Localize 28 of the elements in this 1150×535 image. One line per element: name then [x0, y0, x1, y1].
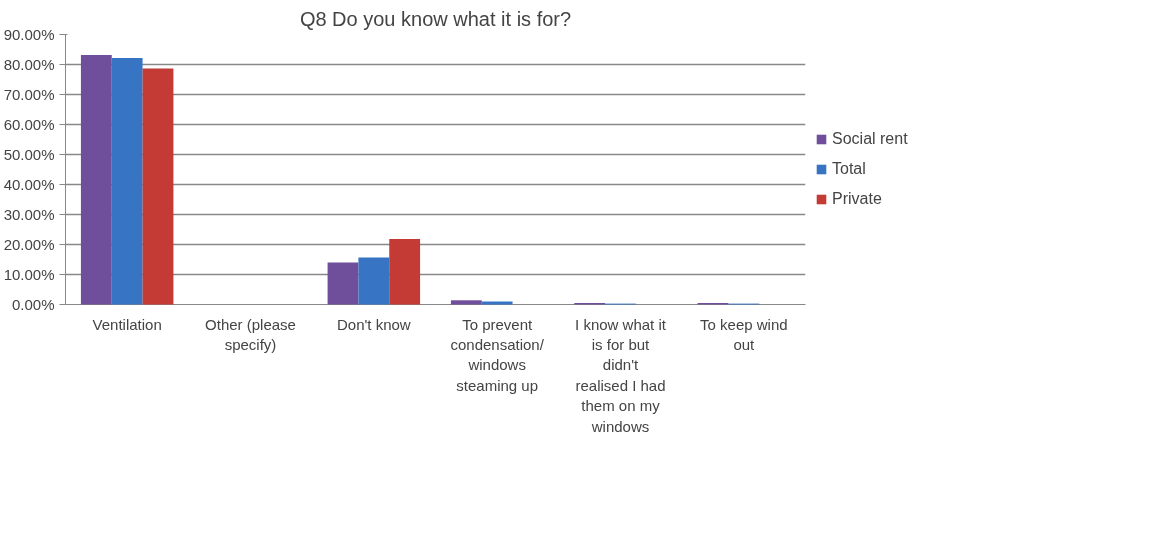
y-tick-label: 20.00% — [3, 236, 55, 253]
bar — [327, 262, 359, 305]
y-tick-label: 50.00% — [3, 146, 55, 163]
y-tick-label: 30.00% — [3, 206, 55, 223]
y-tick-label: 10.00% — [3, 266, 55, 283]
legend-label: Total — [832, 160, 866, 178]
bar — [389, 239, 421, 305]
bar — [111, 57, 143, 305]
x-tick-label: Ventilation — [92, 315, 162, 333]
x-tick-label: To keep wind out — [700, 315, 788, 353]
bar — [450, 300, 482, 305]
legend-label: Social rent — [832, 130, 908, 148]
x-tick-label: Other (please specify) — [205, 315, 296, 353]
y-tick-label: 90.00% — [3, 26, 55, 43]
y-tick-label: 0.00% — [11, 296, 55, 313]
legend-label: Private — [832, 190, 882, 208]
chart-title: Q8 Do you know what it is for? — [299, 7, 572, 30]
bar — [358, 257, 390, 305]
y-tick-label: 60.00% — [3, 116, 55, 133]
x-tick-label: To prevent condensation/ windows steaming up — [450, 315, 545, 394]
y-tick-label: 80.00% — [3, 56, 55, 73]
bar — [80, 54, 112, 305]
y-tick-label: 70.00% — [3, 86, 55, 103]
bar — [481, 301, 513, 305]
x-tick-label: Don't know — [336, 315, 411, 333]
bar — [142, 68, 174, 305]
x-tick-label: I know what it is for but didn't realised I had them on my windows — [575, 315, 667, 435]
y-tick-label: 40.00% — [3, 176, 55, 193]
